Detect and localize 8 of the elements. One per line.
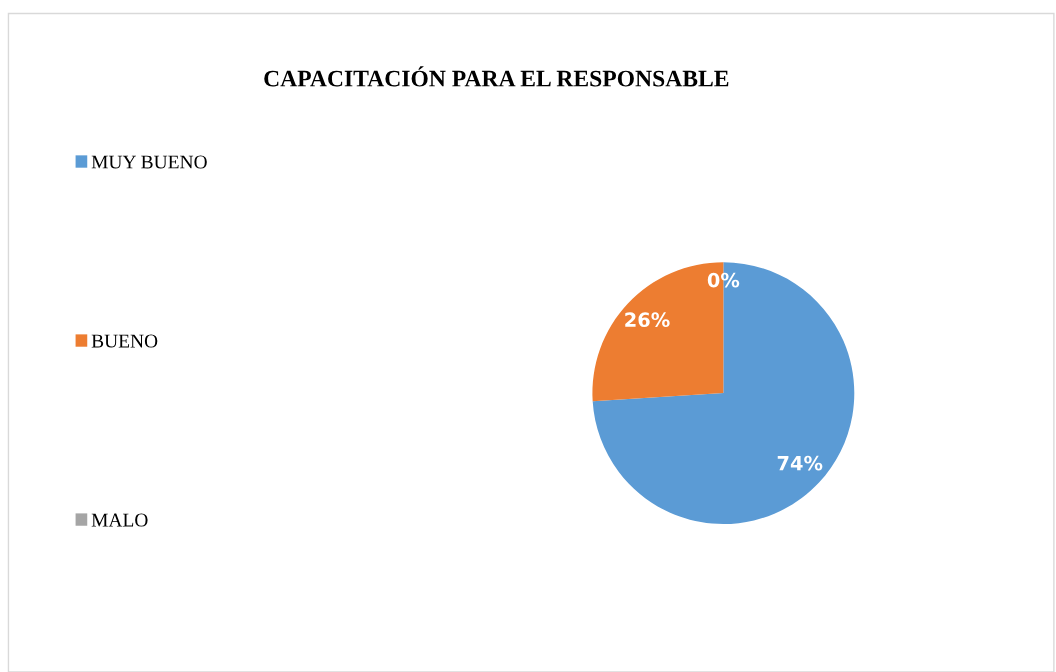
pie-slice [592, 262, 855, 525]
data-label: 74% [777, 455, 823, 471]
text: 0% [707, 272, 740, 288]
chart-title: CAPACITACIÓN PARA EL RESPONSABLE [264, 66, 729, 87]
legend-label: MALO [91, 513, 148, 527]
legend-label: BUENO [91, 334, 158, 348]
legend-label: MUY BUENO [91, 155, 207, 169]
data-label: 26% [625, 312, 670, 328]
